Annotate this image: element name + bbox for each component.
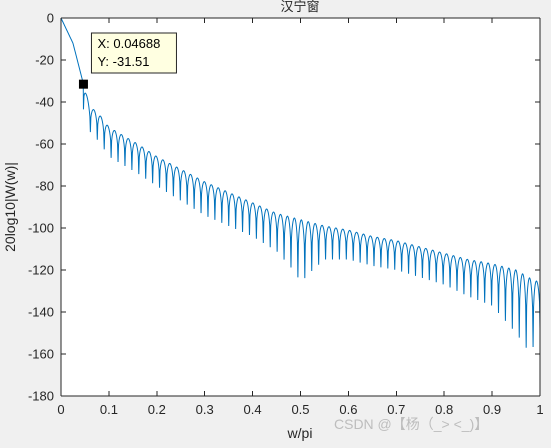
y-tick-label: 0 xyxy=(47,11,54,26)
axes-layer xyxy=(60,17,541,397)
y-tick-label: -80 xyxy=(35,179,54,194)
x-tick-label: 0.2 xyxy=(148,402,166,417)
x-tick-label: 0 xyxy=(57,402,64,417)
y-tick-label: -120 xyxy=(28,263,54,278)
y-tick-label: -100 xyxy=(28,221,54,236)
watermark: CSDN @【杨（_> <_)】 xyxy=(334,416,488,432)
x-tick-labels: 0 0.1 0.2 0.3 0.4 0.5 0.6 0.7 0.8 0.9 1 xyxy=(57,402,543,417)
data-tip[interactable]: X: 0.04688 Y: -31.51 xyxy=(78,32,177,89)
x-tick-label: 0.8 xyxy=(435,402,453,417)
plot-area xyxy=(61,18,540,396)
chart-title: 汉宁窗 xyxy=(280,0,319,14)
y-tick-label: -180 xyxy=(28,389,54,404)
x-axis-label: w/pi xyxy=(287,425,313,441)
y-axis-label: 20log10|W(w)| xyxy=(2,162,18,252)
x-tick-label: 0.7 xyxy=(387,402,405,417)
data-tip-x-text: X: 0.04688 xyxy=(97,36,160,51)
series-line-0 xyxy=(60,17,541,348)
data-tip-box xyxy=(90,32,177,74)
x-tick-label: 0.1 xyxy=(100,402,118,417)
x-tick-label: 0.9 xyxy=(483,402,501,417)
y-tick-label: -140 xyxy=(28,305,54,320)
y-tick-label: -40 xyxy=(35,95,54,110)
x-tick-label: 0.3 xyxy=(196,402,214,417)
x-tick-label: 0.6 xyxy=(339,402,357,417)
y-tick-label: -160 xyxy=(28,347,54,362)
y-tick-label: -20 xyxy=(35,53,54,68)
x-tick-label: 0.4 xyxy=(244,402,262,417)
y-tick-labels: 0 -20 -40 -60 -80 -100 -120 -140 -160 -180 xyxy=(28,11,54,404)
series-layer xyxy=(60,17,541,348)
y-tick-label: -60 xyxy=(35,137,54,152)
data-tip-y-text: Y: -31.51 xyxy=(97,54,149,69)
x-tick-label: 0.5 xyxy=(291,402,309,417)
x-tick-label: 1 xyxy=(536,402,543,417)
data-tip-marker[interactable] xyxy=(78,79,88,89)
